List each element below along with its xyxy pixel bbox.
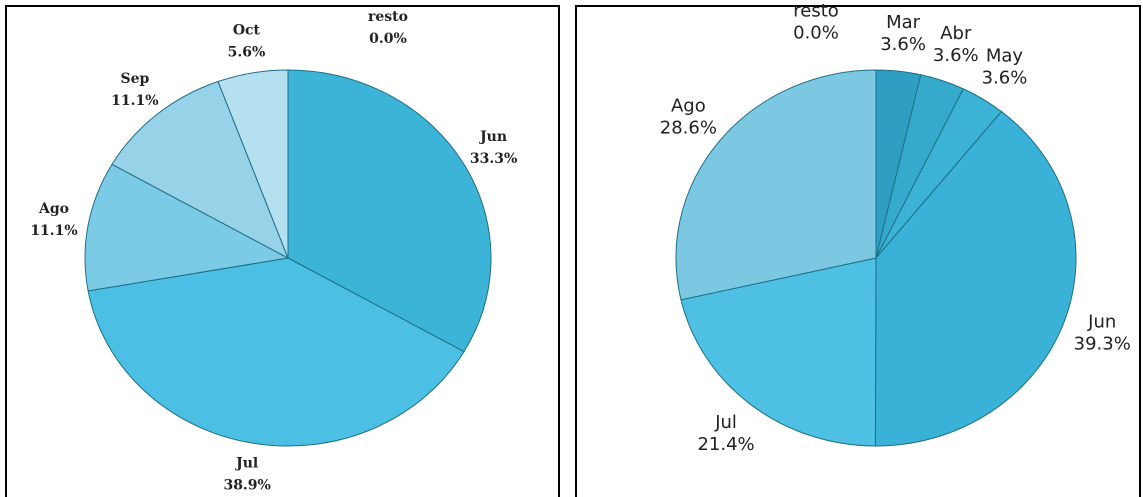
pie-slice [675,69,877,301]
slice-label: resto [368,9,408,25]
pie-slice [111,80,289,260]
slice-value-label: 39.3% [1074,333,1131,354]
slice-value-label: 3.6% [880,34,926,55]
pie-slice [874,110,1077,447]
pie-slice [84,163,290,292]
slice-value-label: 3.6% [933,45,979,66]
slice-label: Sep [120,71,149,87]
slice-label: Ago [38,201,69,217]
slice-value-label: 11.1% [111,93,158,109]
slice-value-label: 0.0% [369,31,407,47]
slice-value-label: 5.6% [228,44,266,60]
pie-slice [680,257,877,447]
slice-value-label: 21.4% [697,434,754,455]
slice-value-label: 33.3% [470,151,517,167]
slice-label: Jun [478,129,507,145]
slice-label: Ago [671,95,706,116]
slice-label: Mar [886,12,921,33]
slice-value-label: 28.6% [660,117,717,138]
slice-value-label: 11.1% [30,223,77,239]
pie-slice [87,257,465,447]
slice-label: Jun [1087,311,1116,332]
slice-label: Oct [233,22,261,38]
slice-label: May [986,45,1024,66]
slice-label: Jul [234,456,258,472]
slice-label: Jul [714,412,737,433]
slice-label: Abr [940,23,972,44]
slice-value-label: 0.0% [793,22,839,43]
slice-value-label: 3.6% [982,67,1028,88]
pie-slice [287,69,492,353]
slice-value-label: 38.9% [223,478,270,494]
pie-panel: Jun 33.3% Jul 38.9% Ago 11.1% Sep 11.1% Oct 5.6% r… [30,9,517,494]
slice-label: resto [793,0,839,21]
